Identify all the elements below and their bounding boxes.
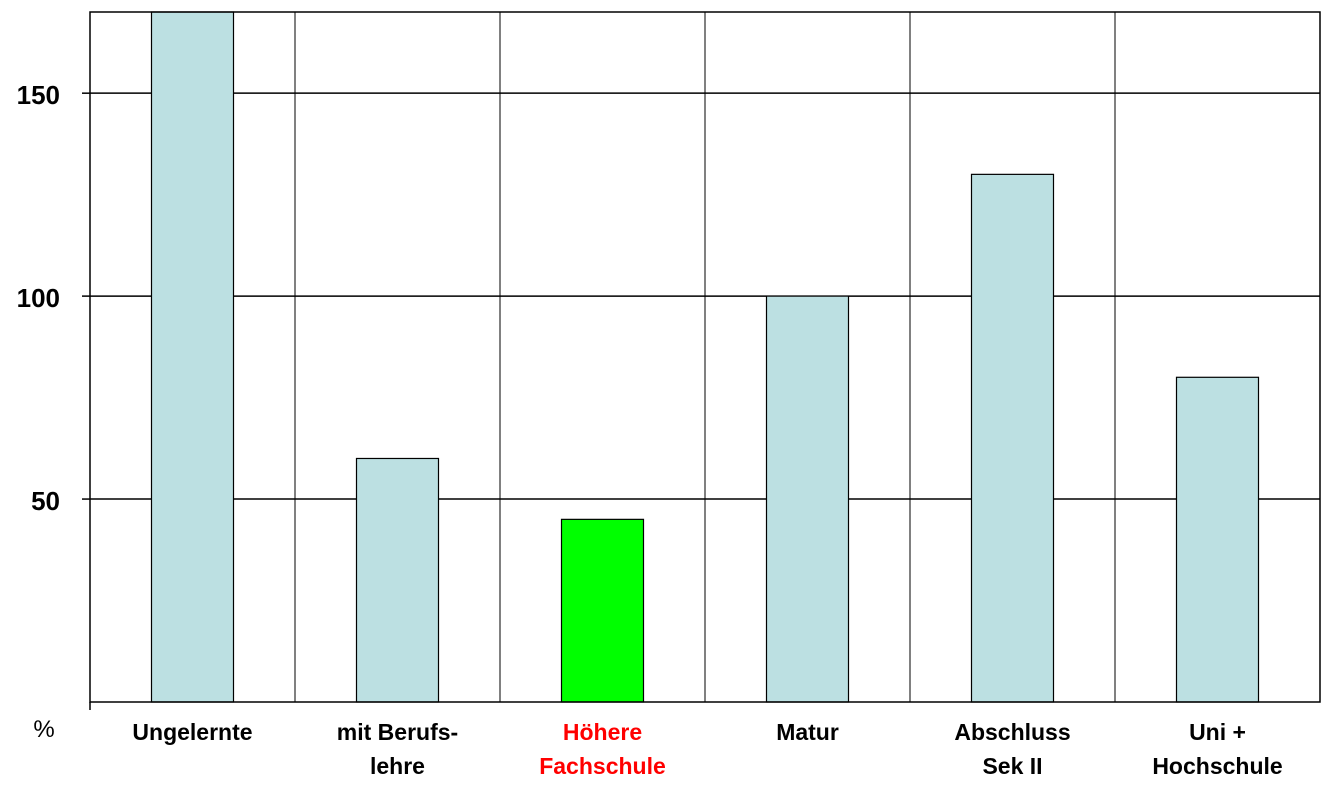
- category-label-line: Matur: [776, 719, 839, 745]
- category-label-line: Abschluss: [954, 719, 1070, 745]
- category-label-line: Hochschule: [1152, 753, 1282, 779]
- category-label-line: Ungelernte: [132, 719, 252, 745]
- grid-layer: [82, 12, 1320, 702]
- category-label-line: Uni +: [1189, 719, 1246, 745]
- plot-border: [89, 11, 1321, 703]
- category-label: Matur: [776, 719, 839, 745]
- y-tick-label: 50: [31, 486, 60, 516]
- bar: [355, 457, 440, 703]
- bar: [150, 11, 235, 703]
- category-label: Uni + Hochschule: [1152, 719, 1282, 779]
- category-label-line: Sek II: [982, 753, 1042, 779]
- label-layer: 50 100 150% Ungelernte mit Berufs-lehre Höher…: [17, 80, 1283, 779]
- bar: [560, 518, 645, 703]
- category-label: Höhere Fachschule: [539, 719, 666, 779]
- category-label: mit Berufs-lehre: [337, 719, 458, 779]
- y-tick-label: 150: [17, 80, 60, 110]
- category-label-line: Höhere: [563, 719, 642, 745]
- category-label-line: lehre: [370, 753, 425, 779]
- category-label: Abschluss Sek II: [954, 719, 1070, 779]
- bar-layer: [150, 11, 1260, 703]
- bar: [970, 173, 1055, 703]
- bar: [1175, 376, 1260, 703]
- y-tick-label: 100: [17, 283, 60, 313]
- bar: [765, 295, 850, 703]
- y-axis-label: %: [33, 716, 54, 743]
- category-label-line: Fachschule: [539, 753, 666, 779]
- plot-frame: [89, 11, 1321, 710]
- category-label: Ungelernte: [132, 719, 252, 745]
- category-label-line: mit Berufs-: [337, 719, 458, 745]
